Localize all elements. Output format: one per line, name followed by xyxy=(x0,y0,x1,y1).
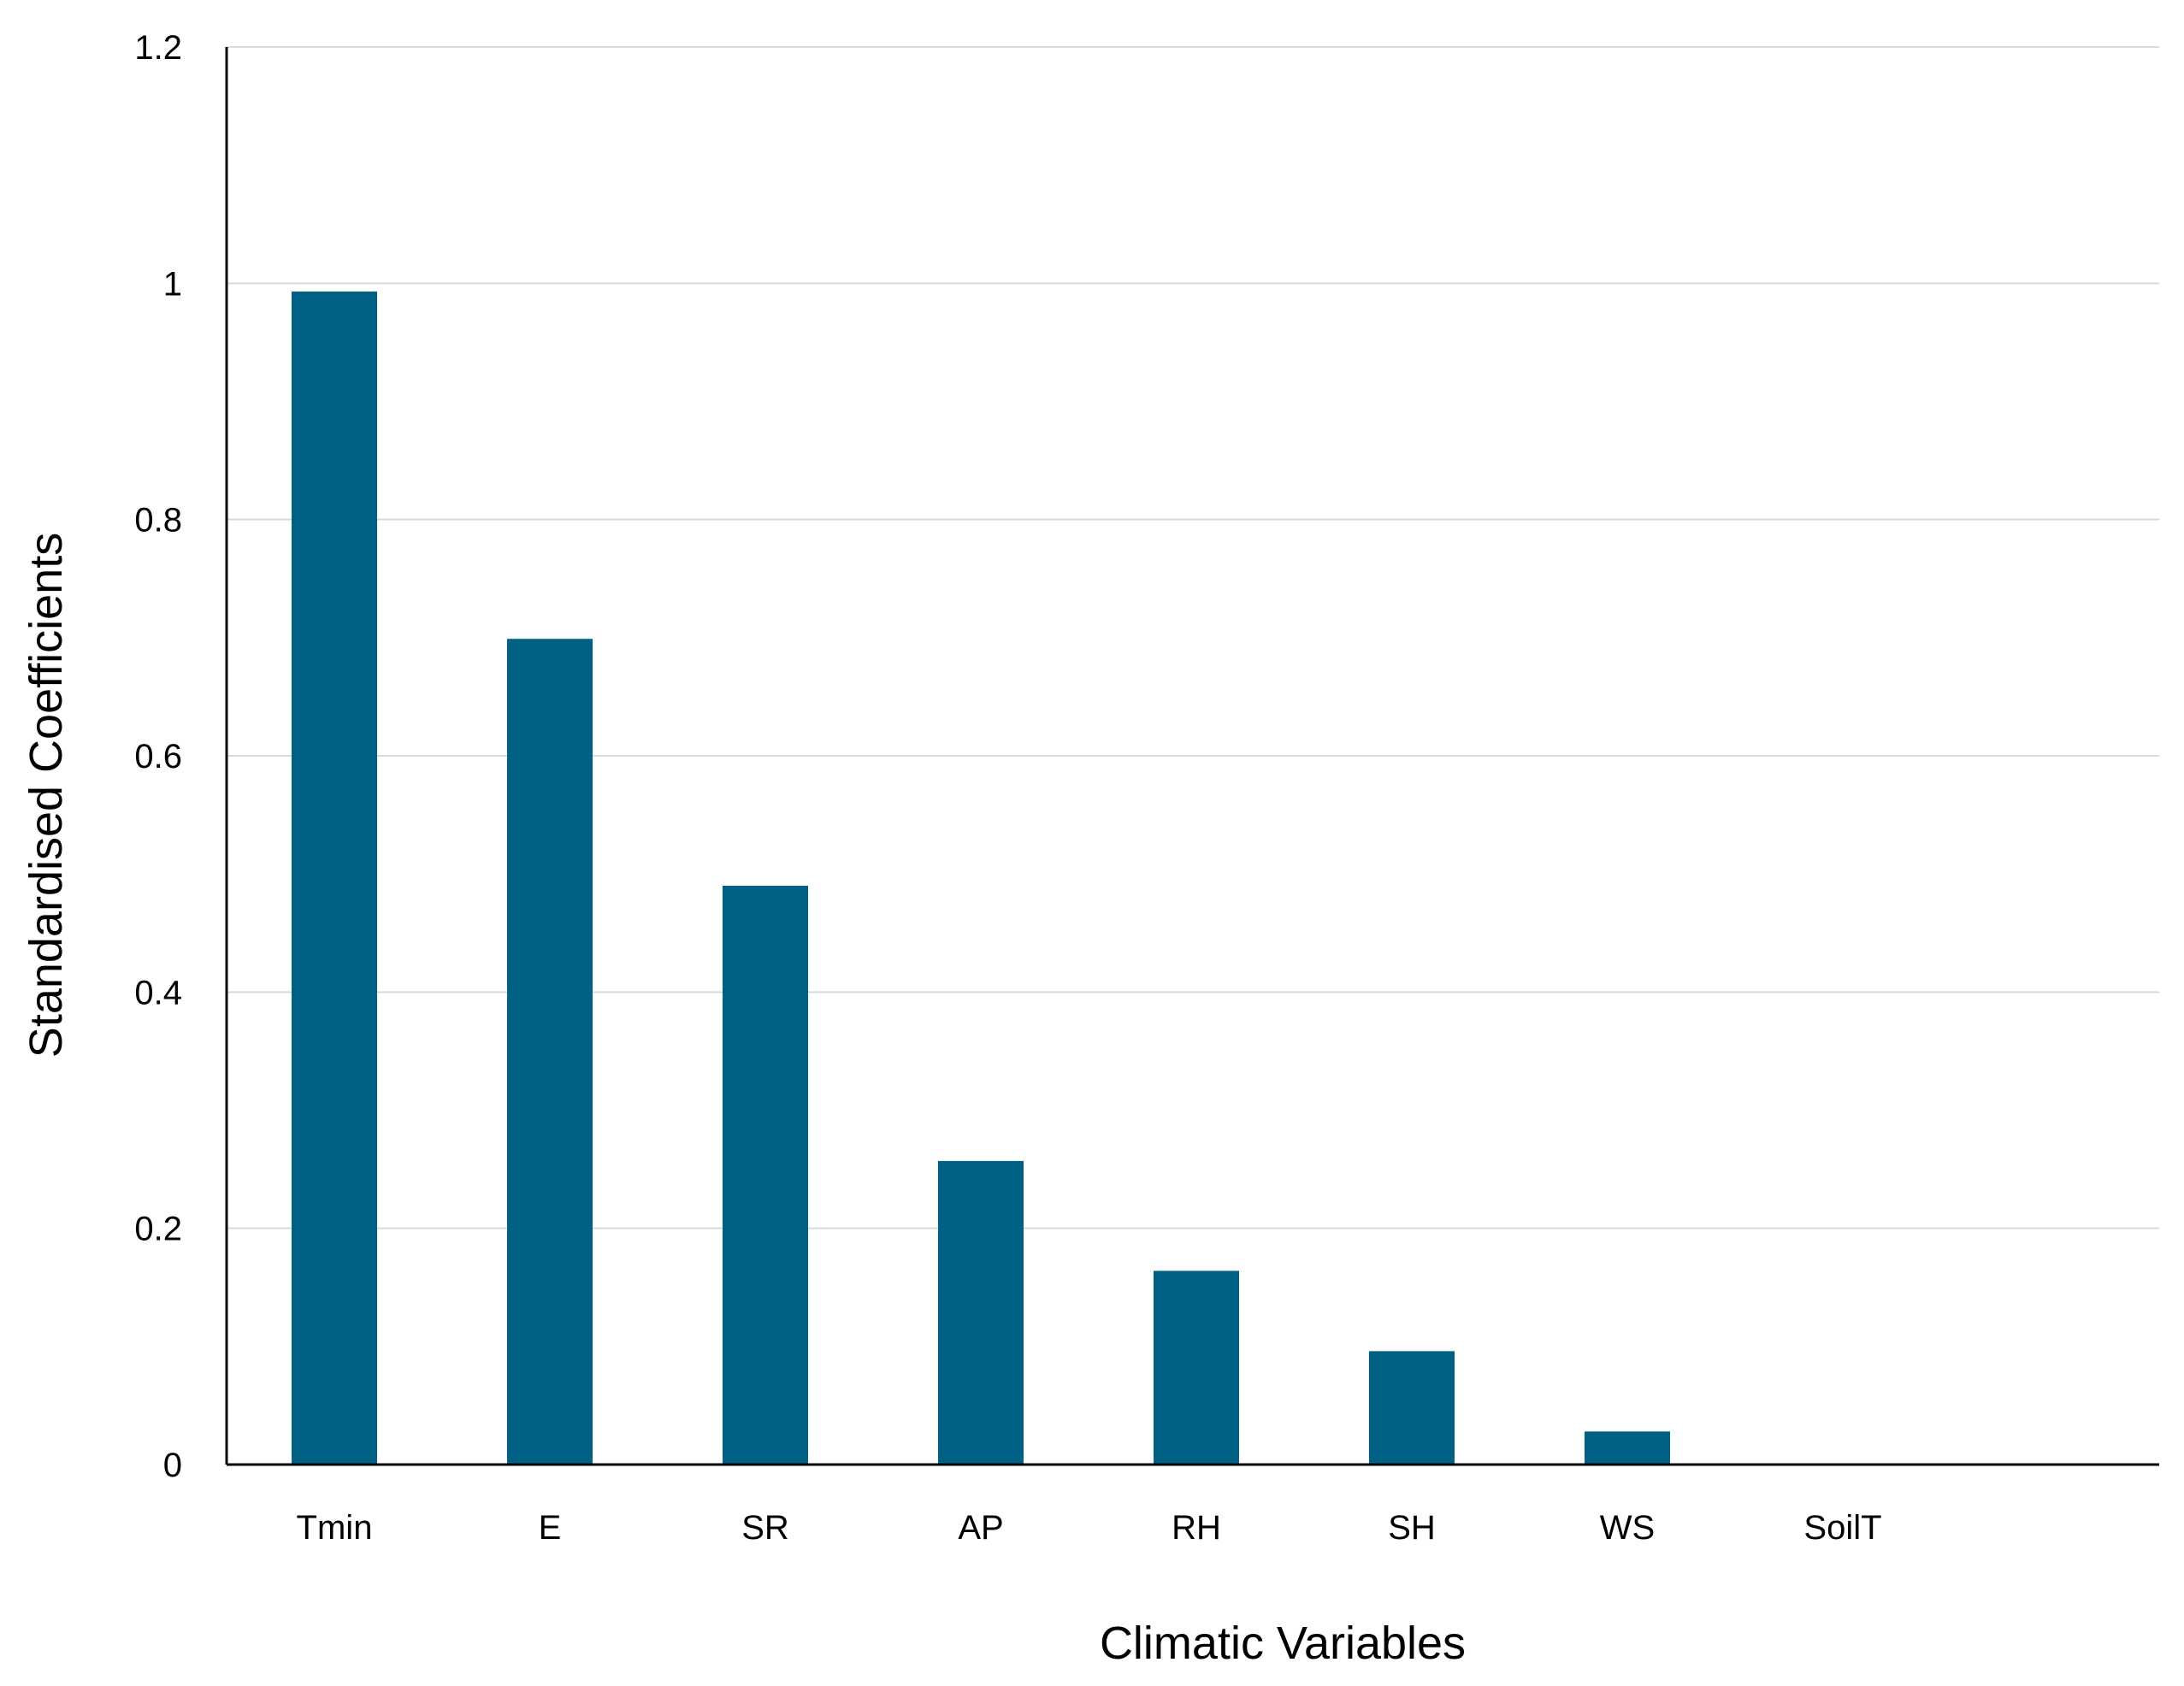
bar-sh xyxy=(1369,1351,1455,1465)
bar-e xyxy=(507,639,593,1465)
y-tick-label: 0.8 xyxy=(134,502,182,539)
bar-ws xyxy=(1585,1431,1670,1465)
bar-rh xyxy=(1154,1270,1239,1465)
x-category-label: RH xyxy=(1172,1509,1221,1547)
bar-ap xyxy=(938,1160,1024,1465)
bars xyxy=(292,292,1670,1465)
y-tick-label: 1.2 xyxy=(134,29,182,67)
y-axis-title: Standardised Coefficients xyxy=(21,533,72,1058)
x-category-label: Tmin xyxy=(297,1509,373,1547)
bar-sr xyxy=(723,885,808,1465)
y-tick-labels: 0 0.2 0.4 0.6 0.8 1 1.2 xyxy=(134,29,182,1484)
y-tick-label: 0.2 xyxy=(134,1211,182,1248)
x-category-label: SH xyxy=(1388,1509,1436,1547)
y-tick-label: 0.4 xyxy=(134,974,182,1011)
x-category-label: AP xyxy=(958,1509,1003,1547)
y-tick-label: 1 xyxy=(163,265,182,303)
x-category-labels: Tmin E SR AP RH SH WS SoilT xyxy=(297,1509,1882,1547)
x-category-label: WS xyxy=(1600,1509,1655,1547)
y-tick-label: 0 xyxy=(163,1447,182,1484)
x-category-label: SR xyxy=(741,1509,789,1547)
x-category-label: SoilT xyxy=(1803,1509,1881,1547)
axes xyxy=(225,47,2159,1466)
bar-tmin xyxy=(292,292,377,1465)
x-axis-title: Climatic Variables xyxy=(1100,1618,1466,1669)
y-tick-label: 0.6 xyxy=(134,738,182,775)
x-category-label: E xyxy=(539,1509,562,1547)
